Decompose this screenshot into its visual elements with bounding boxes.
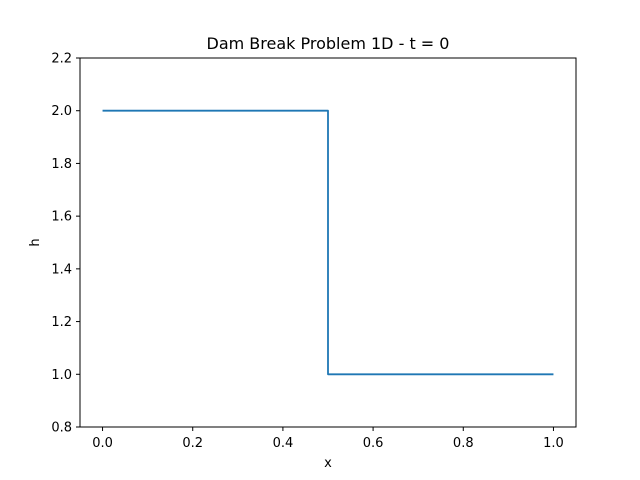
y-tick-label-7: 2.2 <box>51 52 72 67</box>
x-axis-ticks: 0.0 0.2 0.4 0.6 0.8 1.0 <box>92 427 564 451</box>
y-tick-label-4: 1.6 <box>51 210 72 225</box>
x-tick-label-2: 0.4 <box>273 436 294 451</box>
y-axis-ticks: 0.8 1.0 1.2 1.4 1.6 1.8 2.0 2.2 <box>51 52 80 436</box>
x-tick-label-4: 0.8 <box>453 436 474 451</box>
y-tick-label-6: 2.0 <box>51 104 72 119</box>
y-tick-label-3: 1.4 <box>51 262 72 277</box>
series-line-0 <box>102 109 554 376</box>
x-tick-label-1: 0.2 <box>182 436 203 451</box>
plot-frame <box>79 57 577 428</box>
x-tick-label-3: 0.6 <box>363 436 384 451</box>
x-tick-label-5: 1.0 <box>543 436 564 451</box>
x-tick-label-0: 0.0 <box>92 436 113 451</box>
y-axis-label: h <box>28 238 43 246</box>
y-tick-label-0: 0.8 <box>51 421 72 436</box>
y-tick-label-5: 1.8 <box>51 157 72 172</box>
x-axis-label: x <box>324 456 332 471</box>
chart-title: Dam Break Problem 1D - t = 0 <box>207 34 450 53</box>
y-tick-label-2: 1.2 <box>51 315 72 330</box>
y-tick-label-1: 1.0 <box>51 368 72 383</box>
series-layer <box>102 109 554 376</box>
